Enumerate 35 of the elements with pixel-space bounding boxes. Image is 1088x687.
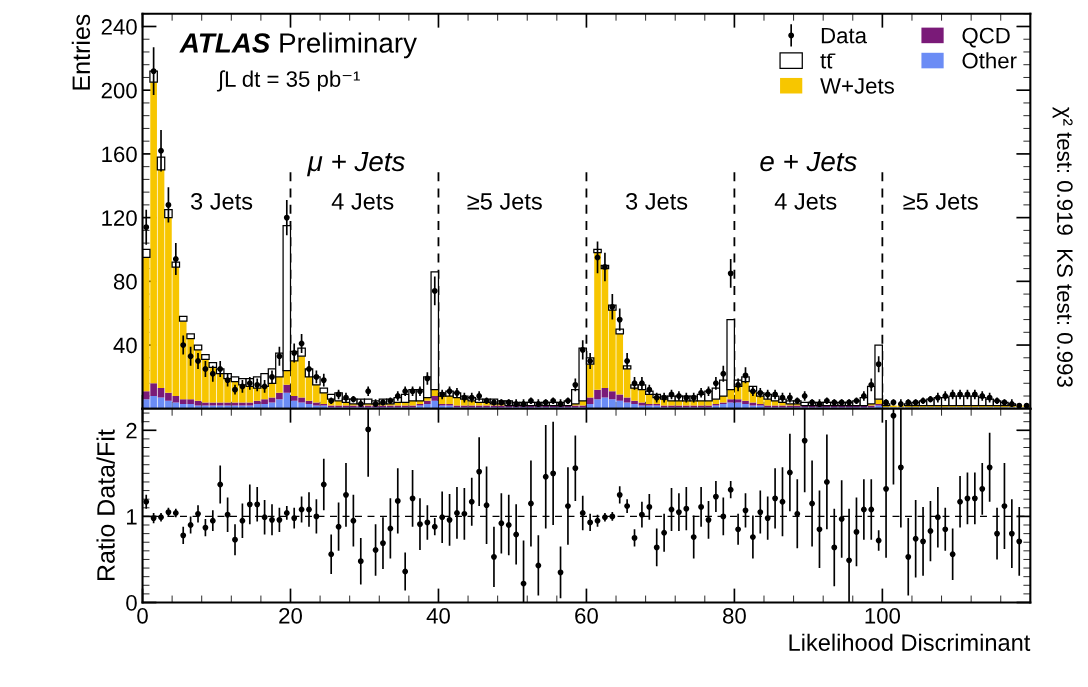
annotation: 4 Jets [331, 193, 394, 210]
y-tick-label: 240 [101, 19, 137, 35]
legend-label: W+Jets [820, 78, 894, 94]
annotation: 3 Jets [625, 192, 688, 210]
legend-label: Data [821, 27, 867, 44]
legend-label: Other [962, 52, 1017, 69]
y-tick-label: 0 [126, 595, 137, 611]
y-tick-label: 160 [102, 146, 137, 163]
x-axis-title: Likelihood Discriminant [789, 633, 1031, 651]
y-tick-label: 80 [113, 273, 137, 290]
annotation: Preliminary [280, 32, 417, 59]
x-tick-label: 60 [575, 607, 598, 624]
annotation: ≥5 Jets [903, 193, 978, 210]
x-tick-label: 80 [723, 607, 746, 624]
y-axis-title: Entries [71, 14, 91, 90]
x-tick-label: 100 [865, 607, 901, 624]
y-tick-label: 200 [101, 82, 137, 99]
legend-label: tt̄ [820, 53, 836, 69]
annotation: 4 Jets [774, 193, 837, 210]
y-tick-label: 40 [113, 337, 137, 354]
x-tick-label: 20 [279, 607, 302, 624]
annotation: 3 Jets [190, 192, 253, 210]
text: χ² test: 0.919 KS test: 0.993 [1052, 107, 1073, 387]
annotation: e + Jets [760, 151, 857, 172]
y-tick-label: 120 [102, 210, 137, 226]
annotation: ATLAS [179, 33, 271, 53]
x-tick-label: 40 [426, 607, 450, 624]
y-tick-label: 2 [126, 422, 137, 439]
legend-label: QCD [962, 27, 1010, 48]
annotation: ∫L dt = 35 pb⁻¹ [216, 70, 360, 92]
y-axis-title: Ratio Data/Fit [96, 429, 115, 580]
y-tick-label: 1 [127, 509, 137, 525]
x-tick-label: 0 [137, 607, 148, 624]
annotation: μ + Jets [307, 151, 405, 177]
annotation: ≥5 Jets [467, 193, 542, 210]
